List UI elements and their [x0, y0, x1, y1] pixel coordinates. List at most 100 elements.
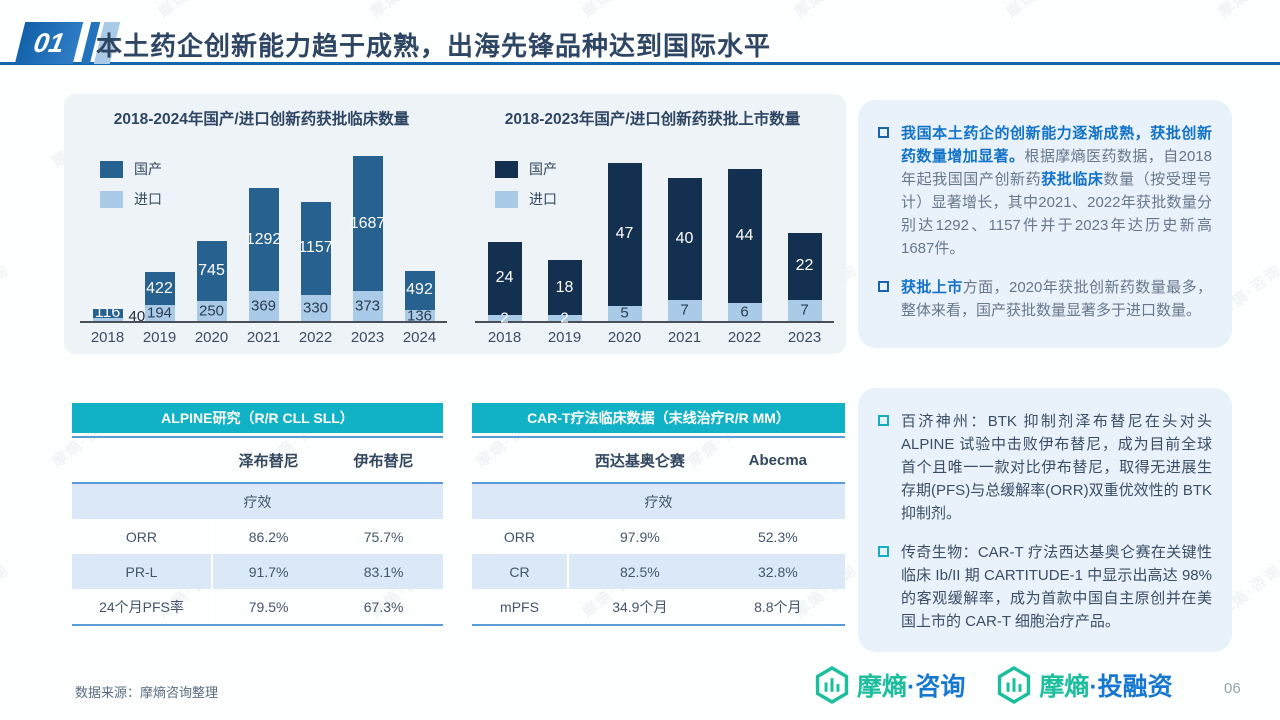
- bar-segment-imported: 2: [547, 309, 582, 326]
- square-bullet-icon: [878, 281, 889, 292]
- bar-segment-domestic: 47: [607, 162, 642, 306]
- column-header: 西达基奥仑赛: [594, 452, 685, 470]
- note-text: 我国本土药企的创新能力逐渐成熟，获批创新药数量增加显著。根据摩熵医药数据，自20…: [901, 122, 1212, 260]
- bar-value-domestic: 22: [795, 257, 814, 275]
- bar-2020: 745 250 2020: [195, 241, 228, 346]
- hexagon-logo-icon: [998, 666, 1031, 704]
- bar-segment-imported: 7: [787, 299, 822, 321]
- watermark-text: 摩熵·咨询: [0, 561, 13, 622]
- x-axis-label: 2020: [194, 329, 229, 346]
- bar-segment-imported: 7: [667, 299, 702, 321]
- column-header: Abecma: [748, 451, 808, 469]
- row-value: 82.5%: [619, 563, 660, 580]
- section-number-badge: 01: [14, 22, 84, 64]
- header-divider: [0, 62, 1280, 65]
- x-axis-label: 2018: [90, 329, 125, 346]
- table-rule: [472, 482, 845, 484]
- row-value: 91.7%: [248, 563, 289, 580]
- table-rule: [472, 436, 845, 438]
- note-text: 百济神州：BTK 抑制剂泽布替尼在头对头 ALPINE 试验中击败伊布替尼，成为…: [901, 410, 1212, 525]
- chart-title: 2018-2024年国产/进口创新药获批临床数量: [113, 111, 410, 128]
- bar-2020: 47 5 2020: [607, 162, 642, 346]
- bar-segment-domestic: 492: [404, 270, 435, 311]
- bar-segment-imported: 250: [196, 301, 227, 321]
- bar-segment-imported: 369: [248, 291, 279, 321]
- brand-logo-text: 摩熵·咨询: [857, 667, 965, 703]
- row-label: ORR: [72, 519, 213, 554]
- chart-legend: 国产 进口: [100, 159, 162, 219]
- bar-segment-domestic: 1292: [245, 188, 282, 292]
- watermark-text: 摩熵·咨询: [153, 0, 225, 22]
- bar-segment-domestic: 44: [727, 169, 762, 303]
- page-title: 本土药企创新能力趋于成熟，出海先锋品种达到国际水平: [96, 31, 772, 61]
- bar-value-domestic: 24: [495, 269, 514, 287]
- note-plain-text: 方面，2020年获批创新药数量最多，整体来看，国产获批数量显著多于进口数量。: [901, 279, 1212, 319]
- row-value: 86.2%: [248, 528, 289, 545]
- bar-value-imported: 5: [620, 304, 629, 322]
- bar-segment-imported: 373: [352, 291, 383, 321]
- row-value: 34.9个月: [612, 598, 668, 615]
- row-value: 75.7%: [363, 528, 404, 545]
- table-rule: [472, 624, 845, 626]
- bar-value-domestic: 422: [146, 279, 173, 297]
- column-header: 伊布替尼: [353, 452, 414, 470]
- brand-name: 摩熵: [1039, 673, 1090, 701]
- clinical-approvals-plot: 国产 进口 116 40 2018 422 194 2019 745 250 2020 1292 369…: [64, 129, 459, 357]
- bar-2024: 492 136 2024: [403, 270, 436, 346]
- bar-segment-imported: 40: [92, 308, 145, 325]
- bar-2021: 1292 369 2021: [245, 188, 282, 346]
- bar-segment-imported: 2: [487, 309, 522, 326]
- watermark-text: 摩熵·咨询: [789, 0, 861, 22]
- note-bullet: 百济神州：BTK 抑制剂泽布替尼在头对头 ALPINE 试验中击败伊布替尼，成为…: [878, 410, 1212, 525]
- row-label: mPFS: [472, 589, 569, 624]
- watermark-text: 摩熵·咨询: [365, 0, 437, 22]
- table-section-row: 疗效: [72, 484, 443, 519]
- bar-2019: 18 2 2019: [547, 260, 582, 346]
- legend-swatch-icon: [495, 190, 518, 208]
- legend-label: 国产: [134, 161, 162, 177]
- bar-segment-domestic: 1687: [350, 156, 385, 292]
- note-emphasis-text: 我国本土药企的创新能力逐渐成熟，获批创新药数量增加显著。: [901, 125, 1212, 165]
- table-column-header-row: 西达基奥仑赛 Abecma: [472, 438, 845, 482]
- note-plain-text: 传奇生物：CAR-T 疗法西达基奥仑赛在关键性临床 Ib/II 期 CARTIT…: [901, 544, 1212, 630]
- note-plain-text: 根据摩熵医药数据，自2018年起我国国产创新药: [901, 148, 1212, 188]
- market-approvals-chart: 2018-2023年国产/进口创新药获批上市数量 国产 进口 24 2 2018 18 2 2…: [459, 94, 846, 354]
- chart-title: 2018-2023年国产/进口创新药获批上市数量: [504, 111, 801, 128]
- brand-logo: 摩熵·咨询: [815, 666, 965, 704]
- note-bullet: 我国本土药企的创新能力逐渐成熟，获批创新药数量增加显著。根据摩熵医药数据，自20…: [878, 122, 1212, 260]
- watermark-text: 摩熵·咨询: [1213, 0, 1280, 22]
- bar-segment-domestic: 24: [487, 241, 522, 315]
- legend-swatch-icon: [100, 160, 123, 178]
- clinical-approvals-chart: 2018-2024年国产/进口创新药获批临床数量 国产 进口 116 40 2018 42…: [64, 94, 459, 354]
- bar-segment-domestic: 116: [92, 304, 123, 321]
- table-row: mPFS 34.9个月 8.8个月: [472, 589, 845, 624]
- legend-swatch-icon: [100, 190, 123, 208]
- x-axis-label: 2018: [487, 329, 522, 346]
- row-value: 97.9%: [619, 528, 660, 545]
- bar-value-domestic: 44: [735, 226, 754, 244]
- bar-segment-imported: 6: [727, 302, 762, 321]
- legend-item: 国产: [495, 159, 557, 179]
- bar-value-domestic: 1292: [245, 230, 282, 248]
- bar-value-domestic: 18: [555, 278, 574, 296]
- bar-segment-domestic: 1157: [298, 202, 333, 295]
- note-plain-text: 数量（按受理号计）显著增长，其中2021、2022年获批数量分别达1292、11…: [901, 171, 1212, 257]
- row-value: 8.8个月: [754, 598, 802, 615]
- x-axis-label: 2022: [298, 329, 333, 346]
- legend-item: 国产: [100, 159, 162, 179]
- note-text: 获批上市方面，2020年获批创新药数量最多，整体来看，国产获批数量显著多于进口数…: [901, 276, 1212, 322]
- watermark-text: 摩熵·咨询: [1001, 0, 1073, 22]
- bar-value-imported: 136: [406, 307, 433, 325]
- bar-2023: 1687 373 2023: [350, 156, 385, 346]
- bar-area: 24 2 2018 18 2 2019 47 5 2020 40 7 2021 44 6 2022 22 7 20…: [475, 153, 834, 346]
- bar-2018: 24 2 2018: [487, 241, 522, 346]
- table-row: ORR 86.2% 75.7%: [72, 519, 443, 554]
- bar-value-domestic: 47: [615, 225, 634, 243]
- bar-value-imported: 7: [680, 301, 689, 319]
- cart-clinical-table: CAR-T疗法临床数据（末线治疗R/R MM） 西达基奥仑赛 Abecma 疗效 ORR…: [472, 403, 845, 626]
- brand-name: 摩熵: [857, 673, 908, 701]
- bar-value-domestic: 1157: [298, 239, 333, 257]
- bar-segment-domestic: 22: [787, 232, 822, 300]
- footer-logos: 摩熵·咨询 摩熵·投融资: [815, 666, 1173, 704]
